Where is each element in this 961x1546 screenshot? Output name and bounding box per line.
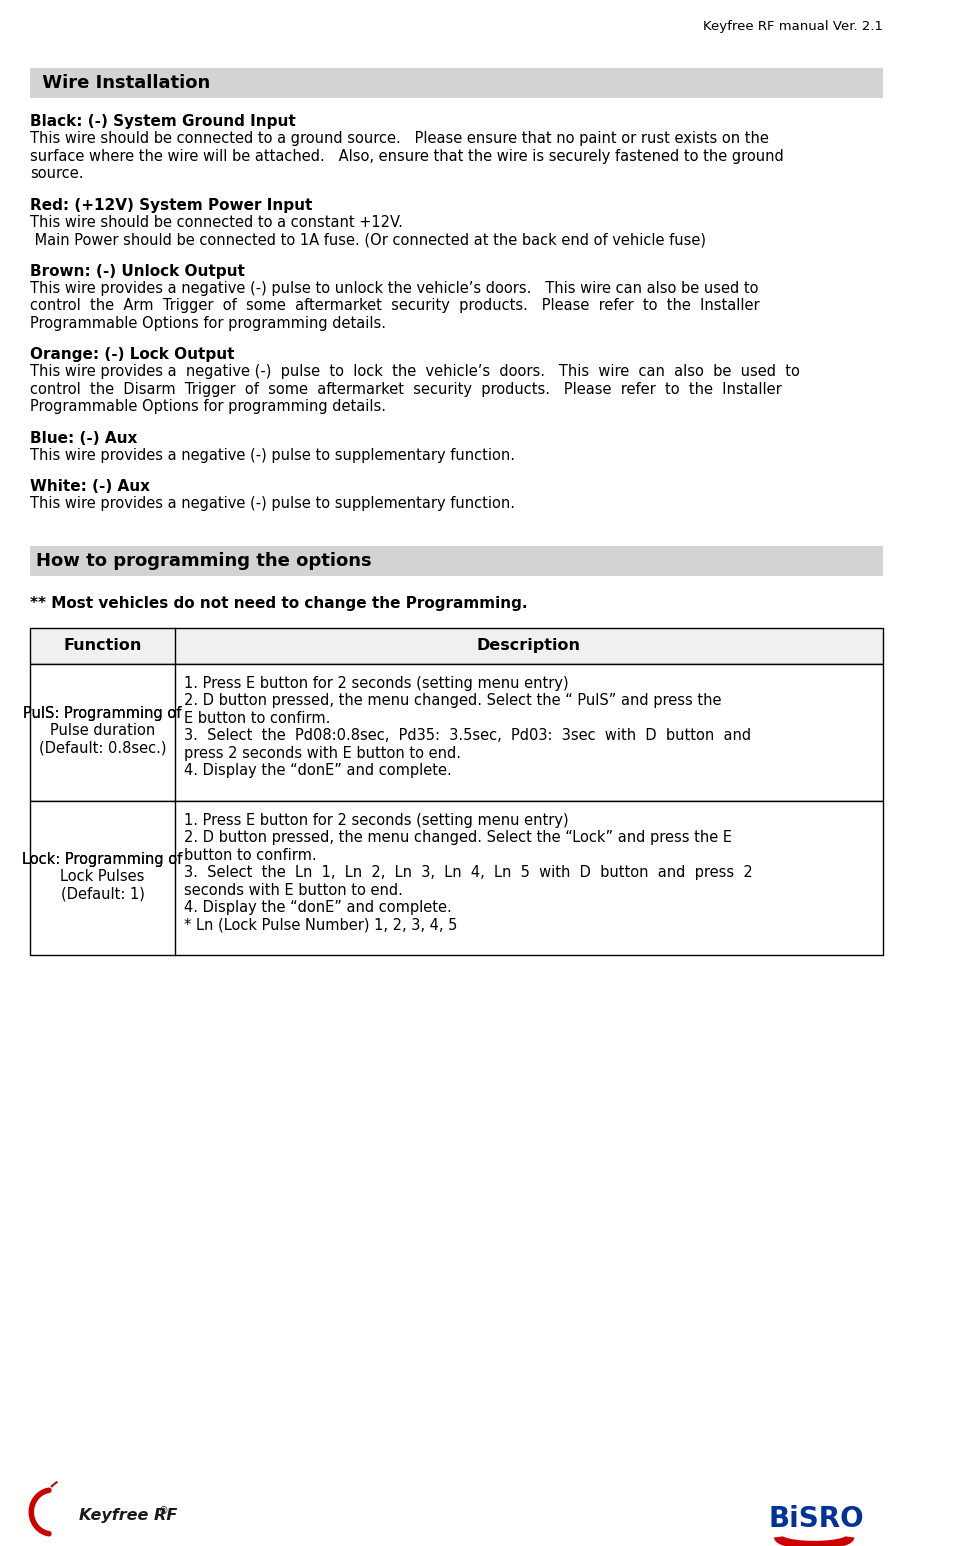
Text: This wire should be connected to a ground source.   Please ensure that no paint : This wire should be connected to a groun… bbox=[31, 131, 769, 145]
Text: seconds with E button to end.: seconds with E button to end. bbox=[184, 883, 403, 898]
Bar bbox=[31, 68, 881, 97]
Text: Lock: Programming of: Lock: Programming of bbox=[22, 852, 183, 866]
Text: button to confirm.: button to confirm. bbox=[184, 847, 316, 863]
Text: Wire Installation: Wire Installation bbox=[36, 74, 210, 93]
Text: This wire provides a negative (-) pulse to supplementary function.: This wire provides a negative (-) pulse … bbox=[31, 496, 515, 512]
Text: PulS: Programming of: PulS: Programming of bbox=[23, 707, 182, 720]
Text: 1. Press E button for 2 seconds (setting menu entry): 1. Press E button for 2 seconds (setting… bbox=[184, 813, 568, 827]
Text: PulS: Programming of: PulS: Programming of bbox=[23, 707, 182, 720]
Text: Lock:: Lock: bbox=[81, 852, 124, 866]
Text: This wire provides a  negative (-)  pulse  to  lock  the  vehicle’s  doors.   Th: This wire provides a negative (-) pulse … bbox=[31, 363, 800, 379]
Text: Lock: Programming of: Lock: Programming of bbox=[22, 852, 183, 866]
Text: E button to confirm.: E button to confirm. bbox=[184, 711, 331, 725]
Text: Brown: (-) Unlock Output: Brown: (-) Unlock Output bbox=[31, 263, 245, 278]
Text: ** Most vehicles do not need to change the Programming.: ** Most vehicles do not need to change t… bbox=[31, 595, 528, 611]
Text: BiSRO: BiSRO bbox=[768, 1504, 863, 1534]
Text: control  the  Disarm  Trigger  of  some  aftermarket  security  products.   Plea: control the Disarm Trigger of some after… bbox=[31, 382, 781, 396]
Text: This wire should be connected to a constant +12V.: This wire should be connected to a const… bbox=[31, 215, 403, 229]
Text: (Default: 0.8sec.): (Default: 0.8sec.) bbox=[38, 741, 166, 756]
Text: Lock Pulses: Lock Pulses bbox=[61, 869, 144, 884]
Text: 2. D button pressed, the menu changed. Select the “Lock” and press the E: 2. D button pressed, the menu changed. S… bbox=[184, 830, 731, 846]
Text: PulS:: PulS: bbox=[81, 707, 124, 720]
Text: control  the  Arm  Trigger  of  some  aftermarket  security  products.   Please : control the Arm Trigger of some aftermar… bbox=[31, 298, 759, 312]
Text: Function: Function bbox=[63, 638, 141, 652]
Bar bbox=[31, 801, 881, 955]
Text: Pulse duration: Pulse duration bbox=[50, 724, 155, 739]
Bar bbox=[31, 546, 881, 575]
Text: 4. Display the “donE” and complete.: 4. Display the “donE” and complete. bbox=[184, 900, 452, 915]
Text: Main Power should be connected to 1A fuse. (Or connected at the back end of vehi: Main Power should be connected to 1A fus… bbox=[31, 232, 705, 247]
Text: press 2 seconds with E button to end.: press 2 seconds with E button to end. bbox=[184, 745, 460, 761]
Text: Black: (-) System Ground Input: Black: (-) System Ground Input bbox=[31, 114, 296, 128]
Text: Programmable Options for programming details.: Programmable Options for programming det… bbox=[31, 399, 386, 414]
Text: Keyfree RF manual Ver. 2.1: Keyfree RF manual Ver. 2.1 bbox=[702, 20, 881, 32]
Text: This wire provides a negative (-) pulse to supplementary function.: This wire provides a negative (-) pulse … bbox=[31, 447, 515, 462]
Text: 2. D button pressed, the menu changed. Select the “ PulS” and press the: 2. D button pressed, the menu changed. S… bbox=[184, 693, 721, 708]
Text: Orange: (-) Lock Output: Orange: (-) Lock Output bbox=[31, 346, 234, 362]
Text: 3.  Select  the  Pd08:0.8sec,  Pd35:  3.5sec,  Pd03:  3sec  with  D  button  and: 3. Select the Pd08:0.8sec, Pd35: 3.5sec,… bbox=[184, 728, 751, 744]
Text: * Ln (Lock Pulse Number) 1, 2, 3, 4, 5: * Ln (Lock Pulse Number) 1, 2, 3, 4, 5 bbox=[184, 917, 457, 932]
Text: source.: source. bbox=[31, 165, 84, 181]
Text: Programmable Options for programming details.: Programmable Options for programming det… bbox=[31, 315, 386, 331]
Text: 1. Press E button for 2 seconds (setting menu entry): 1. Press E button for 2 seconds (setting… bbox=[184, 676, 568, 691]
Text: This wire provides a negative (-) pulse to unlock the vehicle’s doors.   This wi: This wire provides a negative (-) pulse … bbox=[31, 280, 758, 295]
Text: Red: (+12V) System Power Input: Red: (+12V) System Power Input bbox=[31, 198, 312, 212]
Text: How to programming the options: How to programming the options bbox=[36, 552, 371, 569]
Text: 4. Display the “donE” and complete.: 4. Display the “donE” and complete. bbox=[184, 764, 452, 778]
Text: surface where the wire will be attached.   Also, ensure that the wire is securel: surface where the wire will be attached.… bbox=[31, 148, 783, 164]
Text: ®: ® bbox=[159, 1506, 168, 1517]
Bar bbox=[31, 628, 881, 663]
Text: (Default: 1): (Default: 1) bbox=[61, 886, 144, 901]
Text: Description: Description bbox=[476, 638, 579, 652]
Bar bbox=[31, 663, 881, 801]
Text: 3.  Select  the  Ln  1,  Ln  2,  Ln  3,  Ln  4,  Ln  5  with  D  button  and  pr: 3. Select the Ln 1, Ln 2, Ln 3, Ln 4, Ln… bbox=[184, 866, 752, 880]
Text: Blue: (-) Aux: Blue: (-) Aux bbox=[31, 430, 137, 445]
Text: White: (-) Aux: White: (-) Aux bbox=[31, 479, 150, 495]
Text: Keyfree RF: Keyfree RF bbox=[79, 1507, 177, 1523]
